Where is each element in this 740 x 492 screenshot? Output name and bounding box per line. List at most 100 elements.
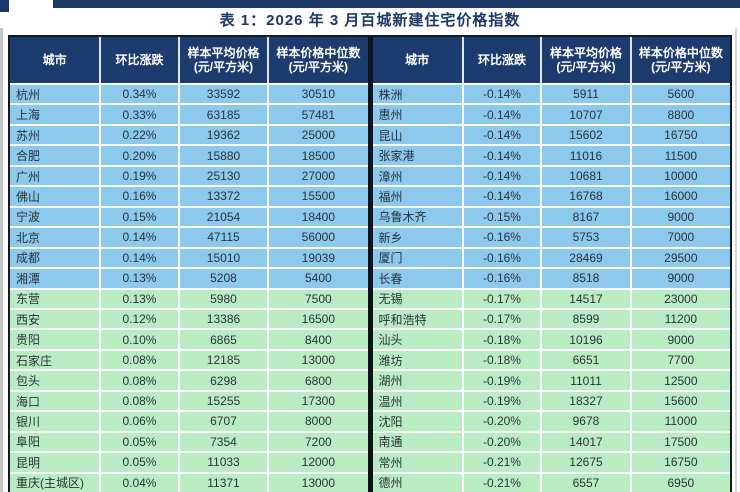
change-cell: 0.14%: [101, 248, 180, 268]
table-row: 石家庄 0.08% 12185 13000: [10, 348, 368, 370]
change-cell: -0.21%: [464, 453, 543, 472]
table-header-row: 城市 环比涨跌 样本平均价格 (元/平方米) 样本价格中位数 (元/平方米): [372, 37, 730, 83]
change-cell: -0.17%: [464, 289, 543, 308]
table-right-half: 城市 环比涨跌 样本平均价格 (元/平方米) 样本价格中位数 (元/平方米) 株洲 -0.14…: [372, 37, 730, 492]
change-cell: -0.14%: [464, 187, 543, 206]
city-cell: 合肥: [10, 146, 102, 165]
avg-price-cell: 6651: [542, 350, 632, 370]
avg-price-cell: 12675: [542, 453, 632, 472]
city-cell: 德州: [373, 473, 464, 492]
city-cell: 重庆(主城区): [10, 473, 102, 492]
table-body: 株洲 -0.14% 5911 5600 惠州 -0.14% 10707 8800 昆山 -0.14…: [372, 83, 730, 492]
city-cell: 石家庄: [10, 350, 102, 370]
city-cell: 乌鲁木齐: [373, 207, 464, 227]
table-row: 上海 0.33% 63185 57481: [10, 103, 368, 124]
median-price-cell: 11500: [664, 148, 698, 163]
city-cell: 贵阳: [10, 330, 102, 349]
median-price-cell: 13000: [301, 353, 336, 368]
table-row: 呼和浩特 -0.17% 8599 11200: [372, 307, 730, 329]
median-price-cell: 56000: [301, 230, 336, 245]
median-price-cell: 13000: [301, 475, 336, 490]
avg-price-cell: 9678: [542, 412, 632, 431]
median-price-cell: 11200: [664, 312, 698, 327]
city-cell: 温州: [373, 391, 464, 411]
table-row: 苏州 0.22% 19362 25000: [10, 123, 368, 145]
table-row: 福州 -0.14% 16768 16000: [372, 185, 730, 206]
avg-price-cell: 14517: [542, 289, 632, 308]
table-row: 常州 -0.21% 12675 16750: [372, 451, 730, 472]
change-cell: 0.08%: [101, 350, 180, 370]
change-cell: -0.20%: [464, 432, 543, 452]
avg-price-cell: 15602: [542, 125, 632, 145]
avg-price-cell: 6557: [542, 473, 632, 492]
avg-price-cell: 11016: [542, 146, 632, 165]
avg-price-cell: 14017: [542, 432, 632, 452]
change-cell: 0.33%: [101, 105, 180, 124]
table-row: 贵阳 0.10% 6865 8400: [10, 328, 368, 349]
change-cell: 0.13%: [101, 289, 180, 308]
change-cell: 0.34%: [101, 85, 180, 104]
median-price-cell: 6800: [304, 373, 332, 388]
column-header-avg-price: 样本平均价格 (元/平方米): [542, 37, 632, 83]
table-row: 汕头 -0.18% 10196 9000: [372, 328, 730, 349]
change-cell: 0.16%: [101, 187, 180, 206]
median-price-cell: 17300: [301, 394, 336, 409]
median-price-cell: 7000: [667, 230, 695, 245]
table-body: 杭州 0.34% 33592 30510 上海 0.33% 63185 57481 苏州 0.22…: [10, 83, 368, 492]
city-cell: 阜阳: [10, 432, 102, 452]
median-price-cell: 8400: [304, 332, 332, 347]
city-cell: 昆明: [10, 453, 102, 472]
avg-price-cell: 10196: [542, 330, 632, 349]
median-price-cell: 15600: [664, 394, 698, 409]
avg-price-cell: 10707: [542, 105, 632, 124]
city-cell: 东营: [10, 289, 102, 308]
table-row: 昆山 -0.14% 15602 16750: [372, 123, 730, 145]
median-price-cell: 29500: [664, 250, 698, 265]
median-price-cell: 15500: [301, 189, 336, 204]
median-price-cell: 9000: [667, 271, 695, 286]
avg-price-cell: 63185: [180, 105, 270, 124]
avg-price-cell: 11033: [180, 453, 270, 472]
table-row: 广州 0.19% 25130 27000: [10, 164, 368, 186]
city-cell: 西安: [10, 309, 102, 329]
median-price-cell: 6950: [667, 475, 695, 490]
change-cell: -0.18%: [464, 350, 543, 370]
table-row: 湖州 -0.19% 11011 12500: [372, 369, 730, 390]
median-price-cell: 17500: [664, 434, 698, 449]
change-cell: 0.06%: [101, 412, 180, 431]
change-cell: -0.14%: [464, 125, 543, 145]
table-row: 海口 0.08% 15255 17300: [10, 389, 368, 411]
city-cell: 北京: [10, 228, 102, 247]
table-row: 包头 0.08% 6298 6800: [10, 369, 368, 390]
city-cell: 长春: [373, 269, 464, 288]
change-cell: 0.08%: [101, 371, 180, 390]
column-header-city: 城市: [373, 37, 464, 83]
avg-price-cell: 16768: [542, 187, 632, 206]
change-cell: -0.20%: [464, 412, 543, 431]
city-cell: 杭州: [10, 85, 102, 104]
table-row: 东营 0.13% 5980 7500: [10, 287, 368, 308]
avg-price-cell: 15010: [180, 248, 270, 268]
table-row: 南通 -0.20% 14017 17500: [372, 430, 730, 452]
city-cell: 呼和浩特: [373, 309, 464, 329]
change-cell: -0.14%: [464, 85, 543, 104]
avg-price-cell: 6707: [180, 412, 270, 431]
avg-price-cell: 12185: [180, 350, 270, 370]
left-edge-line: [0, 28, 3, 492]
city-cell: 海口: [10, 391, 102, 411]
city-cell: 漳州: [373, 166, 464, 186]
change-cell: -0.15%: [464, 207, 543, 227]
median-price-cell: 16500: [301, 312, 336, 327]
city-cell: 福州: [373, 187, 464, 206]
table-row: 杭州 0.34% 33592 30510: [10, 83, 368, 104]
avg-price-cell: 11371: [180, 473, 270, 492]
median-price-cell: 18500: [301, 148, 336, 163]
city-cell: 上海: [10, 105, 102, 124]
median-price-cell: 12000: [301, 455, 336, 470]
table-title: 表 1：2026 年 3 月百城新建住宅价格指数: [219, 12, 521, 29]
median-price-cell: 11000: [664, 414, 698, 429]
city-cell: 佛山: [10, 187, 102, 206]
avg-price-cell: 5208: [180, 269, 270, 288]
table-row: 潍坊 -0.18% 6651 7700: [372, 348, 730, 370]
median-price-cell: 57481: [301, 107, 336, 122]
